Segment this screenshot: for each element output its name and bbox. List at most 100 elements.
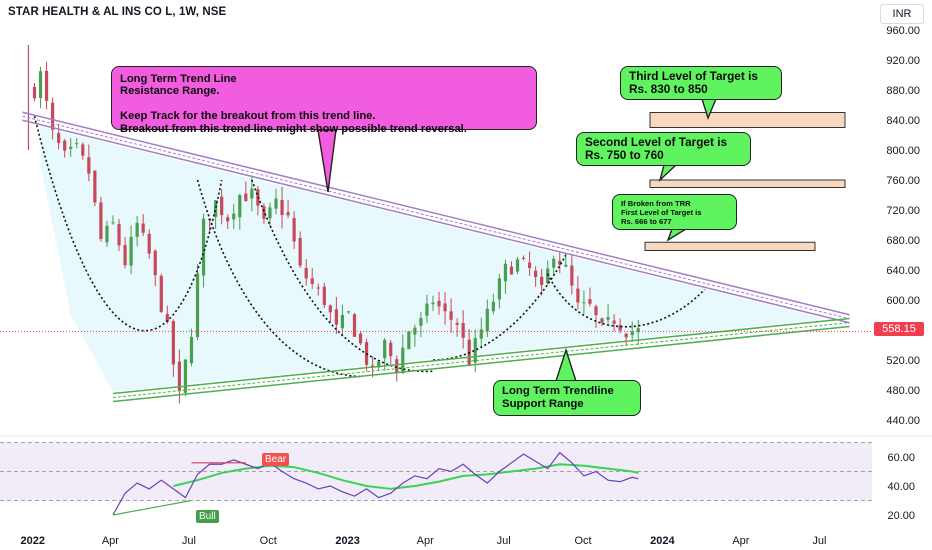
candle-body[interactable] <box>44 70 49 101</box>
candle-body[interactable] <box>527 262 532 268</box>
candle-body[interactable] <box>636 328 640 333</box>
candle-body[interactable] <box>503 263 508 282</box>
candle-body[interactable] <box>600 318 604 323</box>
candle-body[interactable] <box>630 331 634 336</box>
candle-body[interactable] <box>171 321 175 365</box>
candle-body[interactable] <box>407 331 411 350</box>
candle-body[interactable] <box>594 306 598 316</box>
candle-body[interactable] <box>419 317 423 326</box>
candle-body[interactable] <box>32 86 37 99</box>
candle-body[interactable] <box>395 359 399 373</box>
candle-body[interactable] <box>455 322 459 325</box>
cup-pattern-arc <box>196 179 361 378</box>
candle-body[interactable] <box>69 146 73 150</box>
candle-body[interactable] <box>177 361 182 392</box>
candle-body[interactable] <box>334 309 338 325</box>
candle-body[interactable] <box>358 333 363 344</box>
candle-body[interactable] <box>51 102 55 130</box>
candle-body[interactable] <box>189 336 194 364</box>
candle-body[interactable] <box>298 238 302 266</box>
candle-body[interactable] <box>389 342 393 357</box>
candle-body[interactable] <box>99 202 103 239</box>
candle-body[interactable] <box>75 143 79 145</box>
candle-body[interactable] <box>316 287 320 289</box>
y-tick-label: 760.00 <box>886 175 920 187</box>
candle-body[interactable] <box>304 268 308 279</box>
candle-body[interactable] <box>220 196 224 216</box>
candle-body[interactable] <box>515 259 520 272</box>
candle-body[interactable] <box>250 188 254 199</box>
candle-body[interactable] <box>135 222 139 237</box>
candle-body[interactable] <box>558 260 562 265</box>
candle-body[interactable] <box>286 212 290 216</box>
candle-body[interactable] <box>322 286 326 305</box>
candle-body[interactable] <box>244 193 248 202</box>
candle-body[interactable] <box>479 329 483 339</box>
candle-body[interactable] <box>371 365 375 367</box>
candle-body[interactable] <box>292 218 296 242</box>
candle-body[interactable] <box>87 157 91 174</box>
candle-body[interactable] <box>425 303 429 316</box>
candle-body[interactable] <box>38 71 43 99</box>
candle-body[interactable] <box>461 323 465 338</box>
candle-body[interactable] <box>328 305 332 313</box>
candle-body[interactable] <box>165 314 169 322</box>
candle-body[interactable] <box>509 266 514 275</box>
candle-body[interactable] <box>153 250 157 276</box>
candle-body[interactable] <box>81 144 85 156</box>
candle-body[interactable] <box>437 300 441 307</box>
candle-body[interactable] <box>274 198 278 209</box>
candle-body[interactable] <box>159 275 163 312</box>
candle-body[interactable] <box>117 223 121 246</box>
candle-body[interactable] <box>183 359 188 393</box>
candle-body[interactable] <box>570 265 574 286</box>
candle-body[interactable] <box>57 133 61 143</box>
candle-body[interactable] <box>346 311 351 313</box>
candle-body[interactable] <box>401 347 405 374</box>
candle-body[interactable] <box>576 288 580 303</box>
candle-body[interactable] <box>238 195 242 218</box>
candle-body[interactable] <box>262 206 266 219</box>
candle-body[interactable] <box>431 302 435 305</box>
candle-body[interactable] <box>497 278 501 300</box>
candle-body[interactable] <box>473 338 477 363</box>
candle-body[interactable] <box>552 258 556 268</box>
candle-body[interactable] <box>201 218 206 276</box>
candle-body[interactable] <box>141 223 145 233</box>
candle-body[interactable] <box>280 200 284 215</box>
candle-body[interactable] <box>449 311 453 320</box>
candle-body[interactable] <box>491 301 495 312</box>
candle-body[interactable] <box>105 225 109 243</box>
candle-body[interactable] <box>485 308 489 332</box>
candle-body[interactable] <box>618 325 622 331</box>
candle-body[interactable] <box>352 314 357 337</box>
candle-body[interactable] <box>147 233 151 254</box>
candle-body[interactable] <box>129 237 133 266</box>
candle-body[interactable] <box>340 314 345 329</box>
currency-button[interactable]: INR <box>880 4 924 24</box>
candle-body[interactable] <box>540 276 544 285</box>
candle-body[interactable] <box>521 257 526 259</box>
candle-body[interactable] <box>534 270 538 278</box>
candle-body[interactable] <box>612 320 616 324</box>
candle-body[interactable] <box>310 278 314 284</box>
candle-body[interactable] <box>93 170 97 203</box>
candle-body[interactable] <box>214 200 218 217</box>
candle-body[interactable] <box>232 213 236 220</box>
candle-body[interactable] <box>123 245 127 266</box>
candle-body[interactable] <box>226 217 230 222</box>
candle-body[interactable] <box>195 273 200 338</box>
candle-body[interactable] <box>111 222 115 224</box>
candle-body[interactable] <box>443 303 447 312</box>
candle-body[interactable] <box>377 361 381 368</box>
candle-body[interactable] <box>624 333 628 338</box>
candle-body[interactable] <box>546 268 550 284</box>
candle-body[interactable] <box>564 264 568 267</box>
candle-body[interactable] <box>582 302 586 304</box>
candle-body[interactable] <box>63 140 67 151</box>
candle-body[interactable] <box>383 339 387 359</box>
candle-body[interactable] <box>588 299 592 304</box>
candle-body[interactable] <box>606 317 610 320</box>
candle-body[interactable] <box>268 207 272 219</box>
